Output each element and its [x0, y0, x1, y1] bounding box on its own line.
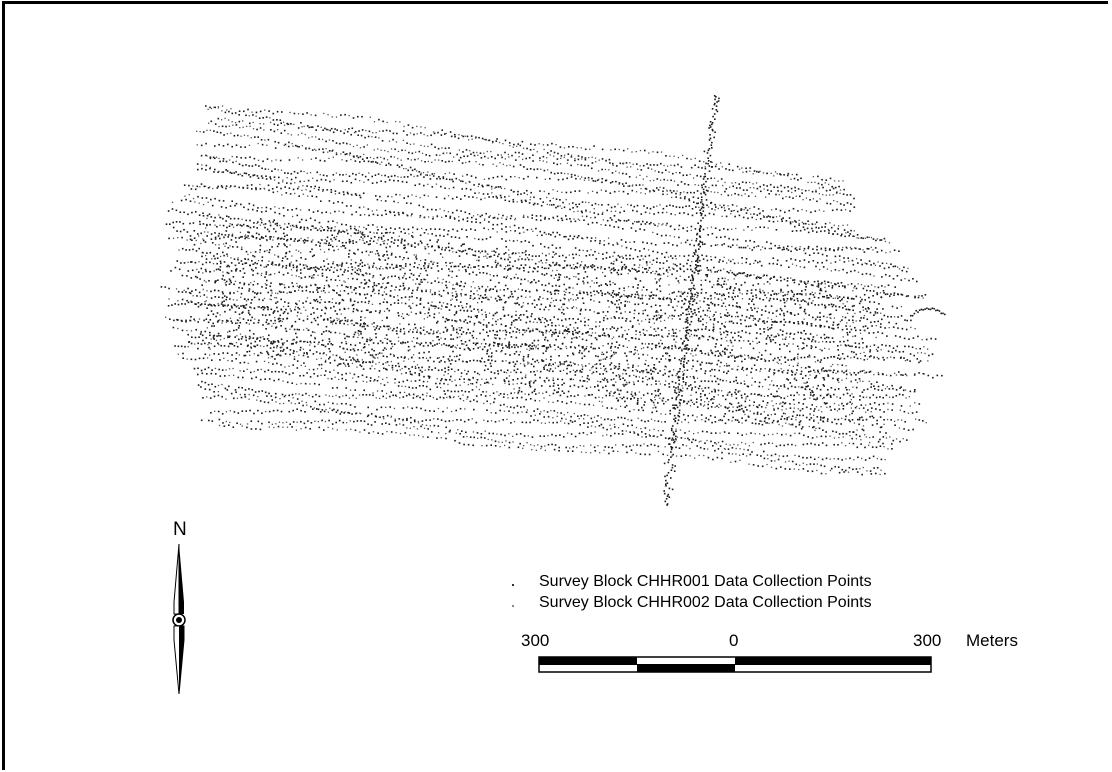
scale-label-left: 300	[521, 631, 550, 650]
scale-bar	[538, 656, 932, 673]
north-label: N	[173, 519, 187, 540]
scale-label-center: 0	[729, 631, 739, 650]
legend-item-chhr001: Survey Block CHHR001 Data Collection Poi…	[512, 571, 872, 592]
legend-item-chhr002: Survey Block CHHR002 Data Collection Poi…	[512, 592, 872, 613]
map-legend: Survey Block CHHR001 Data Collection Poi…	[512, 571, 872, 613]
legend-label: Survey Block CHHR002 Data Collection Poi…	[539, 594, 872, 611]
point-symbol-icon	[512, 583, 514, 586]
scale-label-right: 300	[913, 631, 942, 650]
scale-units: Meters	[966, 631, 1018, 650]
legend-label: Survey Block CHHR001 Data Collection Poi…	[539, 573, 872, 590]
point-symbol-icon	[512, 604, 514, 607]
north-arrow-icon	[172, 543, 186, 695]
